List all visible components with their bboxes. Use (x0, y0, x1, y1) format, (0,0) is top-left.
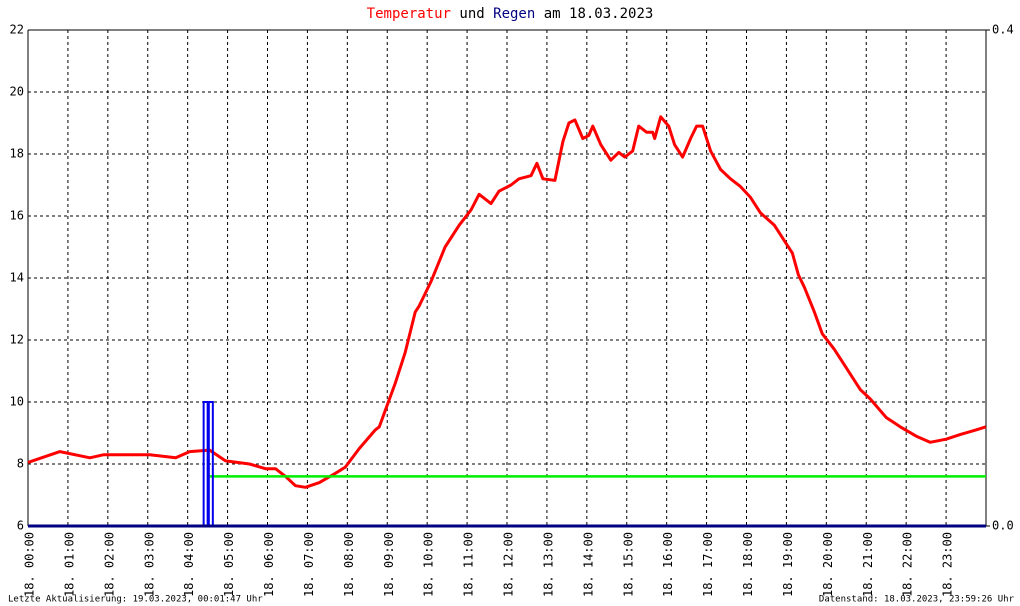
footer-left: Letzte Aktualisierung: 19.03.2023, 00:01… (8, 595, 263, 605)
y-tick-label: 10 (10, 395, 24, 409)
y2-tick-label: 0.4 (992, 23, 1014, 37)
x-tick-label: 18. 03:00 (142, 532, 156, 597)
x-tick-label: 18. 15:00 (621, 532, 635, 597)
x-tick-label: 18. 17:00 (701, 532, 715, 597)
x-tick-label: 18. 09:00 (382, 532, 396, 597)
y-tick-label: 6 (17, 519, 24, 533)
x-tick-label: 18. 10:00 (422, 532, 436, 597)
y-tick-label: 8 (17, 457, 24, 471)
title-part: am 18.03.2023 (544, 6, 654, 22)
title-part: Regen (493, 6, 535, 22)
x-tick-label: 18. 12:00 (502, 532, 516, 597)
title-part: und (459, 6, 484, 22)
x-tick-label: 18. 21:00 (861, 532, 875, 597)
y-tick-label: 16 (10, 209, 24, 223)
x-tick-label: 18. 19:00 (781, 532, 795, 597)
y-tick-label: 22 (10, 23, 24, 37)
y2-tick-label: 0.0 (992, 519, 1014, 533)
title-part: Temperatur (367, 6, 451, 22)
x-tick-label: 18. 00:00 (23, 532, 37, 597)
x-tick-label: 18. 22:00 (901, 532, 915, 597)
y-tick-label: 18 (10, 147, 24, 161)
x-tick-label: 18. 13:00 (541, 532, 555, 597)
x-tick-label: 18. 08:00 (342, 532, 356, 597)
x-tick-label: 18. 06:00 (262, 532, 276, 597)
x-tick-label: 18. 01:00 (62, 532, 76, 597)
footer-right: Datenstand: 18.03.2023, 23:59:26 Uhr (819, 595, 1015, 605)
x-tick-label: 18. 05:00 (222, 532, 236, 597)
y-tick-label: 20 (10, 85, 24, 99)
x-tick-label: 18. 23:00 (941, 532, 955, 597)
x-tick-label: 18. 02:00 (102, 532, 116, 597)
x-tick-label: 18. 18:00 (741, 532, 755, 597)
line-series (27, 115, 987, 489)
x-tick-label: 18. 07:00 (302, 532, 316, 597)
chart-title: Temperatur und Regen am 18.03.2023 (367, 6, 654, 22)
x-tick-label: 18. 16:00 (661, 532, 675, 597)
x-tick-label: 18. 11:00 (462, 532, 476, 597)
y-tick-label: 12 (10, 333, 24, 347)
x-tick-label: 18. 20:00 (821, 532, 835, 597)
y-tick-label: 14 (10, 271, 24, 285)
x-tick-label: 18. 14:00 (581, 532, 595, 597)
x-tick-label: 18. 04:00 (182, 532, 196, 597)
